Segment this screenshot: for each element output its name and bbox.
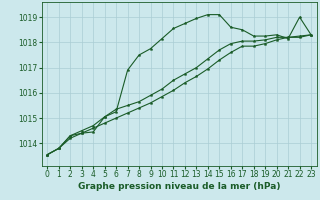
- X-axis label: Graphe pression niveau de la mer (hPa): Graphe pression niveau de la mer (hPa): [78, 182, 280, 191]
